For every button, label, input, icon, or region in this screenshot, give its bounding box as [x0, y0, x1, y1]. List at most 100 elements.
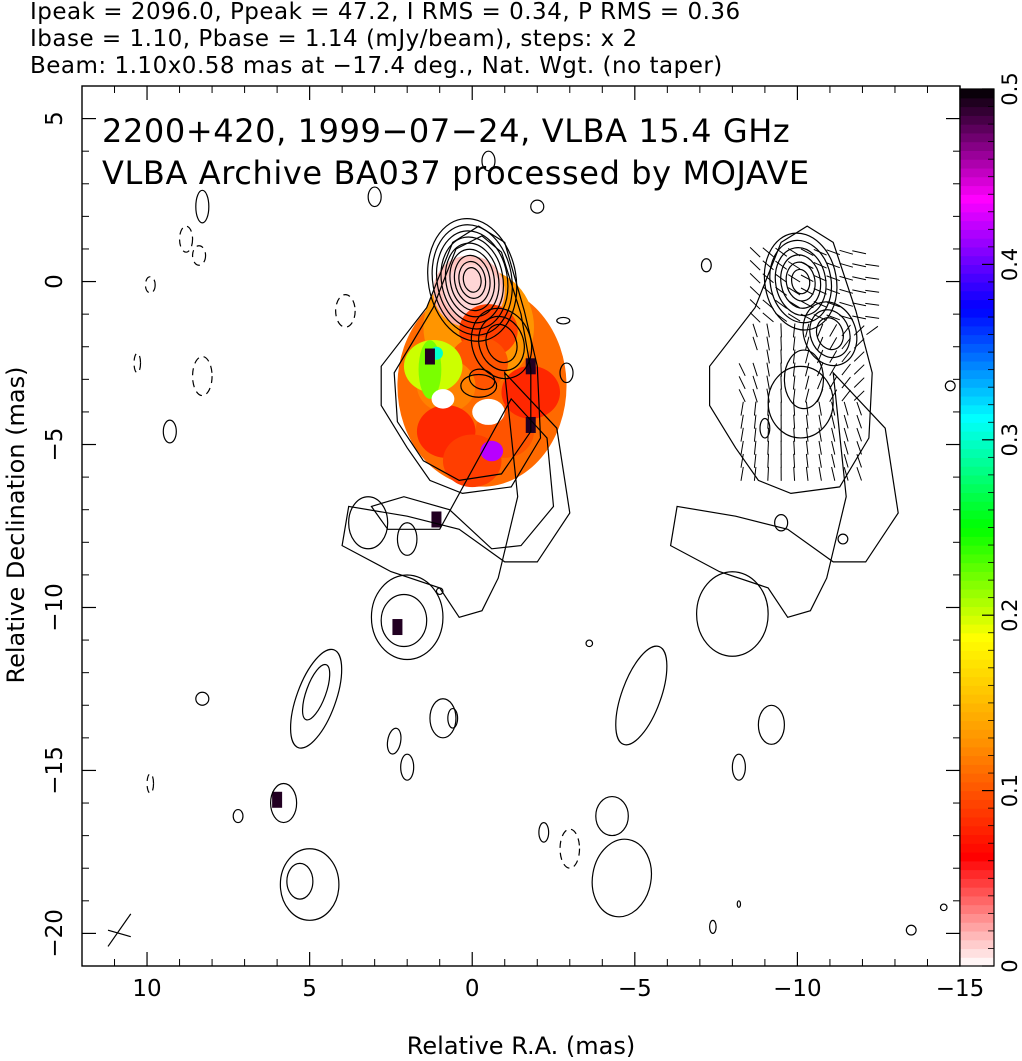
colorbar-cell: [960, 860, 994, 871]
evpa-stick-82: [800, 274, 814, 283]
colorbar-cell: [960, 290, 994, 301]
evpa-stick-80: [800, 248, 814, 256]
colorbar-cell: [960, 474, 994, 485]
colorbar-cell: [960, 659, 994, 669]
evpa-stick-115: [818, 466, 822, 481]
colorbar-cell: [960, 746, 994, 757]
colorbar-cell: [960, 369, 994, 380]
noise-contour-21: [905, 924, 917, 936]
colorbar-cell: [960, 869, 994, 879]
evpa-stick-74: [793, 401, 796, 416]
evpa-stick-31: [762, 312, 774, 323]
pol-white-hole-2: [431, 389, 455, 409]
colorbar-cell: [960, 159, 994, 169]
core-contour-0: [427, 218, 518, 342]
evpa-stick-21: [753, 414, 757, 429]
evpa-stick-148: [843, 427, 849, 442]
r-blob-f: [731, 753, 746, 781]
evpa-stick-68: [792, 323, 796, 338]
evpa-stick-75: [793, 414, 796, 429]
noise-contour-7: [335, 294, 356, 328]
colorbar-cell: [960, 439, 994, 450]
evpa-stick-77: [793, 440, 796, 455]
evpa-stick-144: [841, 376, 851, 389]
evpa-stick-92: [805, 401, 809, 416]
evpa-stick-160: [853, 351, 865, 362]
evpa-stick-4: [740, 414, 744, 429]
evpa-stick-101: [813, 288, 827, 295]
colorbar-cell: [960, 632, 994, 643]
core-contour-8: [462, 267, 482, 293]
evpa-stick-36: [766, 375, 770, 390]
evpa-stick-165: [856, 414, 862, 429]
colorbar-cell: [960, 580, 994, 590]
evpa-stick-120: [826, 301, 840, 308]
noise-contour-6: [162, 419, 177, 444]
evpa-stick-34: [766, 349, 770, 364]
source-subtitle: VLBA Archive BA037 processed by MOJAVE: [102, 154, 810, 192]
evpa-stick-142: [841, 350, 851, 363]
evpa-stick-130: [831, 427, 836, 442]
evpa-stick-88: [805, 349, 810, 364]
evpa-stick-95: [805, 440, 809, 455]
colorbar-cell: [960, 211, 994, 222]
colorbar-cell: [960, 737, 994, 748]
colorbar-cell: [960, 229, 994, 239]
colorbar-cell: [960, 185, 994, 195]
noise-contour-13: [195, 691, 210, 706]
colorbar-cell: [960, 378, 994, 388]
evpa-stick-18: [752, 375, 758, 390]
colorbar-cell: [960, 246, 994, 257]
evpa-stick-153: [852, 263, 867, 268]
evpa-stick-93: [805, 414, 809, 429]
knot-b-2: [460, 373, 498, 398]
colorbar-cell: [960, 194, 994, 204]
colorbar-cell: [960, 545, 994, 555]
evpa-stick-159: [853, 338, 865, 349]
evpa-stick-150: [843, 453, 849, 468]
colorbar-cell: [960, 711, 994, 722]
colorbar-tick-label-0: 0: [998, 959, 1022, 972]
evpa-stick-98: [813, 248, 827, 256]
blob-e-core: [447, 707, 459, 729]
evpa-stick-85: [800, 313, 814, 322]
evpa-stick-5: [740, 427, 744, 442]
evpa-stick-12: [749, 286, 761, 297]
evpa-stick-67: [787, 313, 801, 322]
colorbar-cell: [960, 466, 994, 476]
pol-dark-pixel-5: [424, 348, 435, 365]
r-jet-envelope: [709, 225, 873, 495]
x-tick-label-1: 5: [302, 976, 317, 1002]
evpa-stick-175: [866, 325, 879, 336]
blob-d-inner: [301, 663, 331, 721]
noise-contour-4: [133, 352, 142, 374]
evpa-stick-76: [793, 427, 796, 442]
evpa-stick-138: [839, 301, 854, 307]
noise-contour-19: [944, 380, 956, 392]
blob-i: [386, 727, 402, 755]
evpa-stick-71: [792, 362, 796, 377]
r-knot-2: [815, 317, 844, 351]
noise-contour-0: [195, 189, 210, 224]
knot-contour-0: [470, 307, 533, 380]
evpa-stick-14: [749, 312, 761, 323]
colorbar-cell: [960, 650, 994, 660]
plot-border: [81, 85, 961, 967]
evpa-stick-22: [753, 427, 757, 442]
noise-contour-5: [191, 355, 213, 397]
evpa-stick-65: [787, 287, 801, 296]
colorbar-cell: [960, 957, 994, 967]
evpa-stick-105: [817, 336, 824, 351]
colorbar-cell: [960, 492, 994, 502]
colorbar-cell: [960, 132, 994, 143]
blob-c-outer: [370, 574, 444, 661]
evpa-stick-52: [780, 349, 782, 364]
colorbar-cell: [960, 851, 994, 862]
colorbar-cell: [960, 939, 994, 950]
noise-contour-26: [435, 587, 444, 596]
evpa-stick-72: [792, 375, 796, 390]
colorbar-cell: [960, 843, 994, 853]
evpa-stick-89: [805, 362, 810, 377]
y-tick-label-0: 5: [42, 111, 68, 126]
colorbar-cell: [960, 501, 994, 511]
